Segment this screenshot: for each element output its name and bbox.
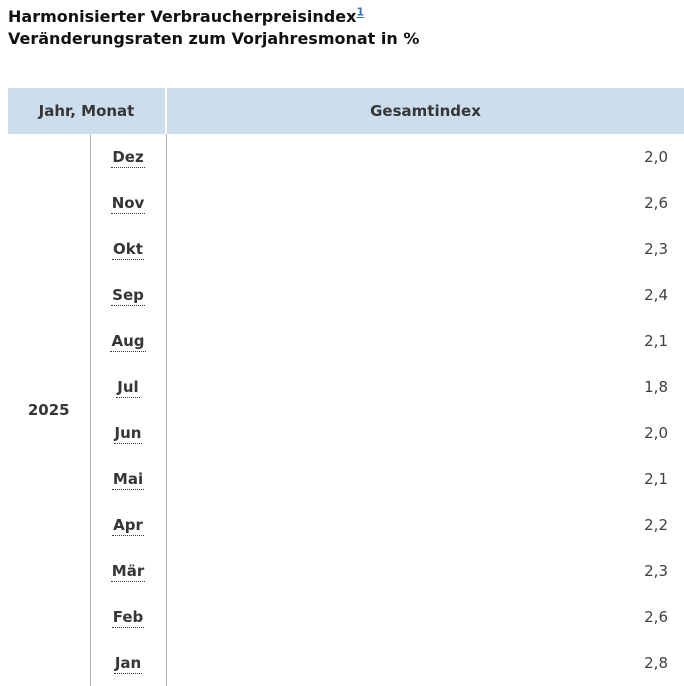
table-row: Aug 2,1: [8, 318, 684, 364]
value-cell: 2,3: [644, 562, 668, 580]
value-cell: 2,2: [644, 516, 668, 534]
month-abbr[interactable]: Jul: [116, 378, 140, 398]
table-row: Mär 2,3: [8, 548, 684, 594]
month-cell: Feb: [90, 594, 167, 640]
month-cell: Apr: [90, 502, 167, 548]
month-abbr[interactable]: Mär: [110, 562, 146, 582]
value-cell: 2,0: [644, 148, 668, 166]
column-header-gesamtindex: Gesamtindex: [166, 88, 684, 134]
month-abbr[interactable]: Sep: [111, 286, 145, 306]
value-cell: 1,8: [644, 378, 668, 396]
table-row: Apr 2,2: [8, 502, 684, 548]
month-abbr[interactable]: Jan: [113, 654, 143, 674]
month-abbr[interactable]: Aug: [110, 332, 146, 352]
month-cell: Jun: [90, 410, 167, 456]
month-cell: Okt: [90, 226, 167, 272]
column-header-jahr-monat: Jahr, Monat: [8, 88, 168, 134]
month-abbr[interactable]: Nov: [110, 194, 146, 214]
title-block: Harmonisierter Verbraucherpreisindex1 Ve…: [8, 6, 684, 50]
value-cell: 2,1: [644, 470, 668, 488]
table-row: Mai 2,1: [8, 456, 684, 502]
table-row: Okt 2,3: [8, 226, 684, 272]
table-row: Jul 1,8: [8, 364, 684, 410]
value-cell: 2,6: [644, 194, 668, 212]
value-cell: 2,3: [644, 240, 668, 258]
table-row: Nov 2,6: [8, 180, 684, 226]
table-row: Sep 2,4: [8, 272, 684, 318]
page-title: Harmonisierter Verbraucherpreisindex: [8, 7, 357, 26]
month-cell: Aug: [90, 318, 167, 364]
month-cell: Nov: [90, 180, 167, 226]
page-title-line: Harmonisierter Verbraucherpreisindex1: [8, 6, 684, 28]
year-label: 2025: [8, 134, 91, 686]
month-abbr[interactable]: Mai: [111, 470, 145, 490]
table-header-row: Jahr, Monat Gesamtindex: [8, 88, 684, 134]
value-cell: 2,6: [644, 608, 668, 626]
value-cell: 2,1: [644, 332, 668, 350]
table-row: Jan 2,8: [8, 640, 684, 686]
month-abbr[interactable]: Okt: [112, 240, 144, 260]
month-cell: Mai: [90, 456, 167, 502]
month-cell: Jul: [90, 364, 167, 410]
value-cell: 2,8: [644, 654, 668, 672]
month-abbr[interactable]: Feb: [111, 608, 145, 628]
month-cell: Mär: [90, 548, 167, 594]
month-abbr[interactable]: Apr: [112, 516, 144, 536]
value-cell: 2,4: [644, 286, 668, 304]
month-cell: Jan: [90, 640, 167, 686]
footnote-link[interactable]: 1: [356, 5, 365, 19]
month-abbr[interactable]: Dez: [111, 148, 145, 168]
page-subtitle: Veränderungsraten zum Vorjahresmonat in …: [8, 29, 420, 48]
hvpi-table: Jahr, Monat Gesamtindex 2025 Dez 2,0 Nov…: [8, 88, 684, 686]
month-cell: Sep: [90, 272, 167, 318]
table-row: 2025 Dez 2,0: [8, 134, 684, 686]
table-row: Jun 2,0: [8, 410, 684, 456]
month-cell: Dez: [90, 134, 167, 180]
table-row: Feb 2,6: [8, 594, 684, 640]
value-cell: 2,0: [644, 424, 668, 442]
month-abbr[interactable]: Jun: [113, 424, 143, 444]
